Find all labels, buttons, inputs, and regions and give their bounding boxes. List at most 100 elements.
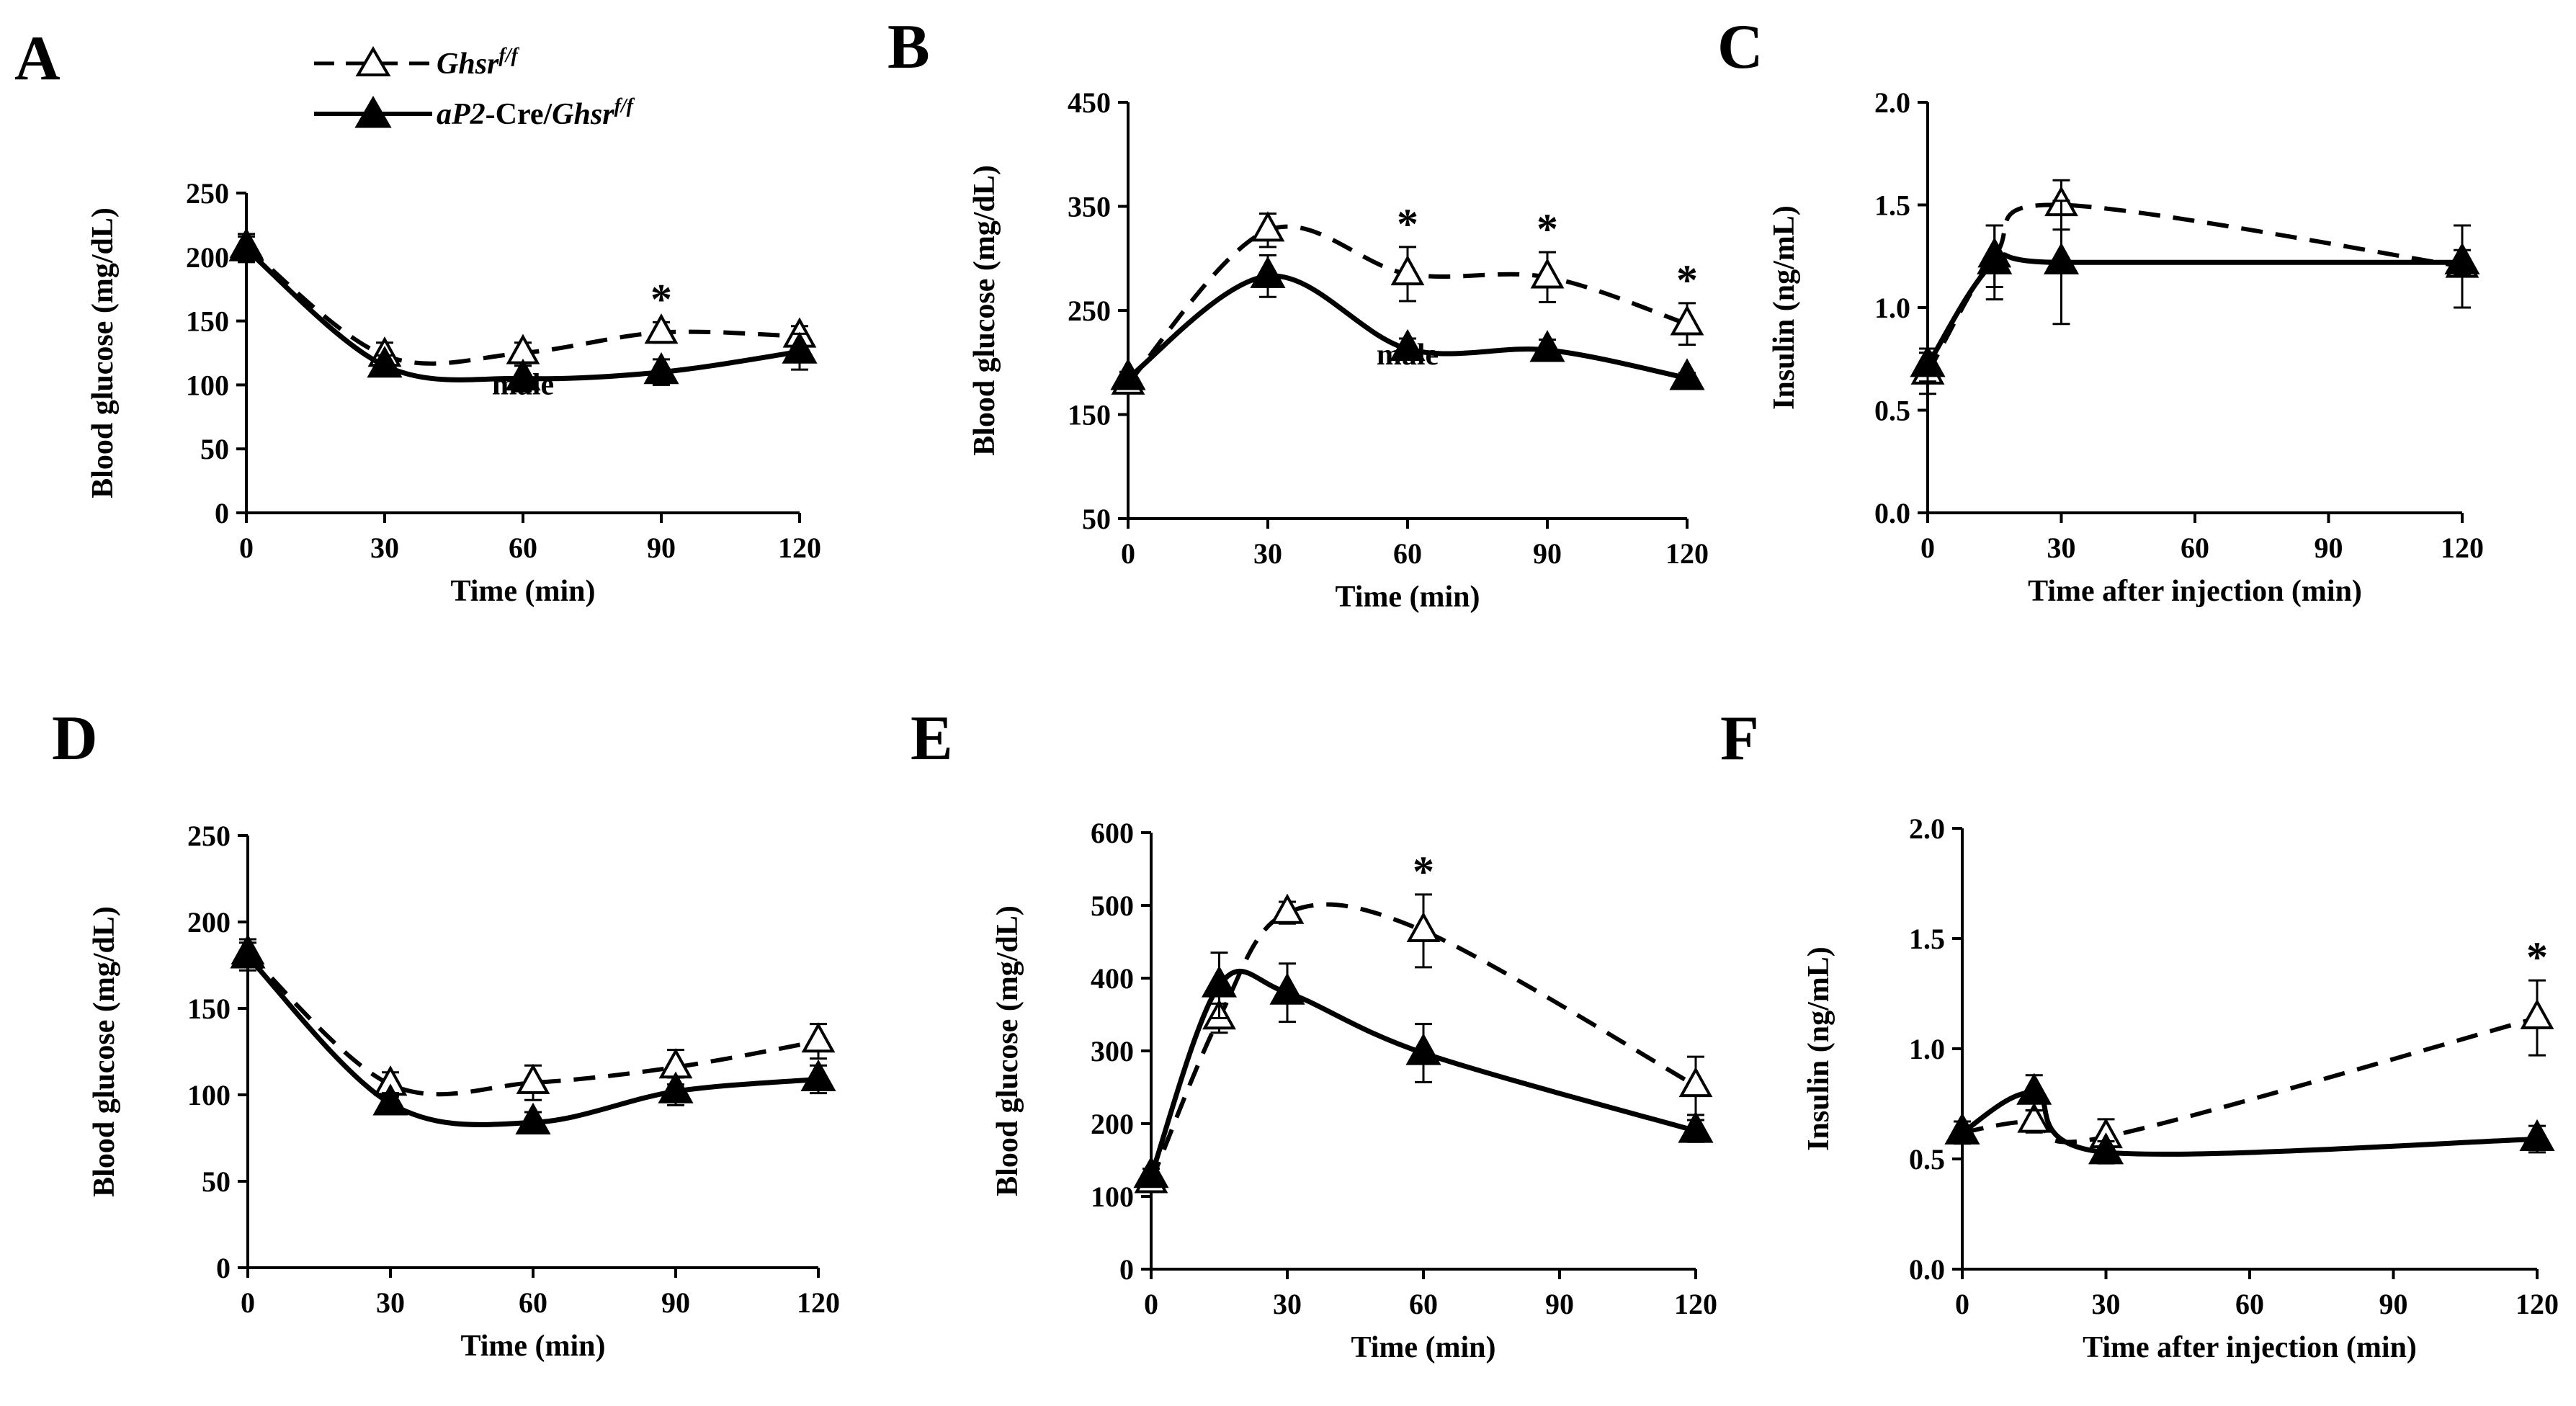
significance-asterisk: *	[1397, 200, 1418, 248]
y-axis-title: Insulin (ng/mL)	[1768, 205, 1801, 410]
significance-asterisk: *	[1537, 205, 1558, 253]
filled-triangle-marker	[228, 229, 264, 261]
filled-triangle-marker	[1250, 256, 1286, 288]
x-tick-label: 60	[1393, 537, 1422, 570]
panel-letter-b: B	[887, 12, 930, 82]
filled-triangle-marker	[2519, 1119, 2555, 1152]
x-tick-label: 30	[2047, 532, 2076, 564]
y-tick-label: 0.0	[1874, 497, 1910, 529]
x-tick-label: 120	[2515, 1288, 2559, 1320]
legend-series1-label: Ghsrf/f	[437, 45, 519, 81]
significance-asterisk: *	[650, 275, 672, 323]
x-axis-title: Time (min)	[1335, 581, 1480, 614]
filled-triangle-marker	[1977, 242, 2013, 274]
x-tick-label: 120	[778, 532, 821, 564]
open-triangle-marker	[1390, 254, 1425, 286]
x-tick-label: 90	[647, 532, 676, 564]
x-tick-label: 60	[519, 1286, 547, 1319]
x-tick-label: 60	[2181, 532, 2209, 564]
y-tick-label: 50	[200, 433, 229, 465]
x-tick-label: 0	[1121, 537, 1135, 570]
y-tick-label: 200	[187, 906, 231, 939]
y-tick-label: 200	[1091, 1108, 1134, 1140]
x-tick-label: 90	[661, 1286, 690, 1319]
y-axis-title: Insulin (ng/mL)	[1802, 946, 1835, 1151]
significance-asterisk: *	[2526, 933, 2548, 981]
open-triangle-marker	[1251, 211, 1285, 242]
open-triangle-marker	[1406, 911, 1441, 943]
filled-triangle-marker	[2088, 1132, 2124, 1165]
filled-triangle-marker	[2444, 242, 2480, 274]
panel-letter-a: A	[14, 24, 61, 94]
x-tick-label: 60	[509, 532, 537, 564]
filled-triangle-marker	[658, 1071, 694, 1103]
filled-triangle-marker	[1669, 358, 1705, 390]
y-tick-label: 0	[215, 497, 229, 529]
y-tick-label: 150	[186, 305, 229, 338]
x-axis-title: Time (min)	[1351, 1331, 1495, 1364]
open-triangle-marker	[1678, 1067, 1713, 1098]
y-tick-label: 250	[186, 177, 229, 210]
x-tick-label: 60	[2235, 1288, 2264, 1320]
x-tick-label: 120	[1674, 1288, 1717, 1320]
open-triangle-marker	[516, 1063, 550, 1094]
chart-panel-b: 50 150 250 350 450 0 30 60 90 120 Time (min) Blood …	[968, 86, 1709, 614]
y-tick-label: 350	[1068, 191, 1111, 223]
filled-triangle-marker	[367, 346, 403, 378]
x-axis-title: Time after injection (min)	[2083, 1331, 2417, 1364]
series-line-ghsr-ff	[1149, 902, 1697, 1183]
filled-triangle-marker	[1201, 965, 1238, 998]
filled-triangle-marker	[1133, 1156, 1169, 1188]
y-tick-label: 0	[1119, 1253, 1134, 1286]
y-tick-label: 1.5	[1874, 189, 1910, 222]
panel-letter-f: F	[1720, 704, 1759, 774]
filled-triangle-marker	[1529, 330, 1565, 362]
x-tick-label: 30	[2092, 1288, 2121, 1320]
open-triangle-marker	[1270, 893, 1305, 924]
filled-triangle-marker	[1678, 1111, 1714, 1143]
filled-triangle-marker	[505, 358, 541, 391]
x-tick-label: 90	[1533, 537, 1562, 570]
x-axis-title: Time (min)	[460, 1330, 605, 1363]
filled-triangle-marker	[372, 1083, 408, 1116]
y-tick-label: 300	[1091, 1035, 1134, 1067]
filled-triangle-marker	[230, 936, 266, 969]
x-tick-label: 90	[2315, 532, 2343, 564]
chart-panel-e: 0 100 200 300 400 500 600 0 30 60 90 120 Time (min) B…	[991, 817, 1717, 1364]
filled-triangle-marker	[1110, 358, 1146, 390]
y-tick-label: 50	[202, 1165, 231, 1198]
significance-asterisk: *	[1413, 848, 1434, 895]
y-axis-title: Blood glucose (mg/dL)	[88, 906, 121, 1197]
y-tick-label: 200	[186, 241, 229, 274]
legend-series2-label: aP2-Cre/Ghsrf/f	[437, 95, 635, 131]
chart-panel-a: 0 50 100 150 200 250 0 30 60 90 120 Time (min) Blood…	[86, 177, 821, 608]
filled-triangle-marker	[800, 1059, 836, 1091]
x-tick-label: 120	[1665, 537, 1709, 570]
x-tick-label: 30	[376, 1286, 405, 1319]
chart-panel-f: 0.0 0.5 1.0 1.5 2.0 0 30 60 90 120 Time after inje…	[1802, 812, 2559, 1364]
x-tick-label: 0	[1920, 532, 1935, 564]
x-tick-label: 0	[1955, 1288, 1969, 1320]
y-axis-title: Blood glucose (mg/dL)	[991, 905, 1024, 1196]
x-tick-label: 90	[2379, 1288, 2408, 1320]
x-tick-label: 120	[2441, 532, 2484, 564]
filled-triangle-marker	[1405, 1033, 1441, 1065]
y-tick-label: 450	[1068, 86, 1111, 119]
open-triangle-marker	[1670, 305, 1704, 336]
filled-triangle-marker	[2016, 1073, 2052, 1105]
filled-triangle-marker	[515, 1102, 551, 1134]
series-line-ap2-cre-ghsr-ff	[1961, 1090, 2538, 1157]
y-tick-label: 250	[1068, 295, 1111, 327]
y-tick-label: 250	[187, 820, 231, 852]
y-tick-label: 400	[1091, 962, 1134, 995]
chart-panel-c: 0.0 0.5 1.0 1.5 2.0 0 30 60 90 120 Time after inje…	[1768, 86, 2484, 608]
y-tick-label: 100	[1091, 1181, 1134, 1213]
x-tick-label: 30	[370, 532, 399, 564]
y-axis-title: Blood glucose (mg/dL)	[968, 165, 1001, 456]
open-triangle-marker	[2017, 1102, 2052, 1133]
x-tick-label: 0	[239, 532, 254, 564]
filled-triangle-marker	[782, 331, 818, 364]
filled-triangle-marker	[643, 352, 679, 385]
